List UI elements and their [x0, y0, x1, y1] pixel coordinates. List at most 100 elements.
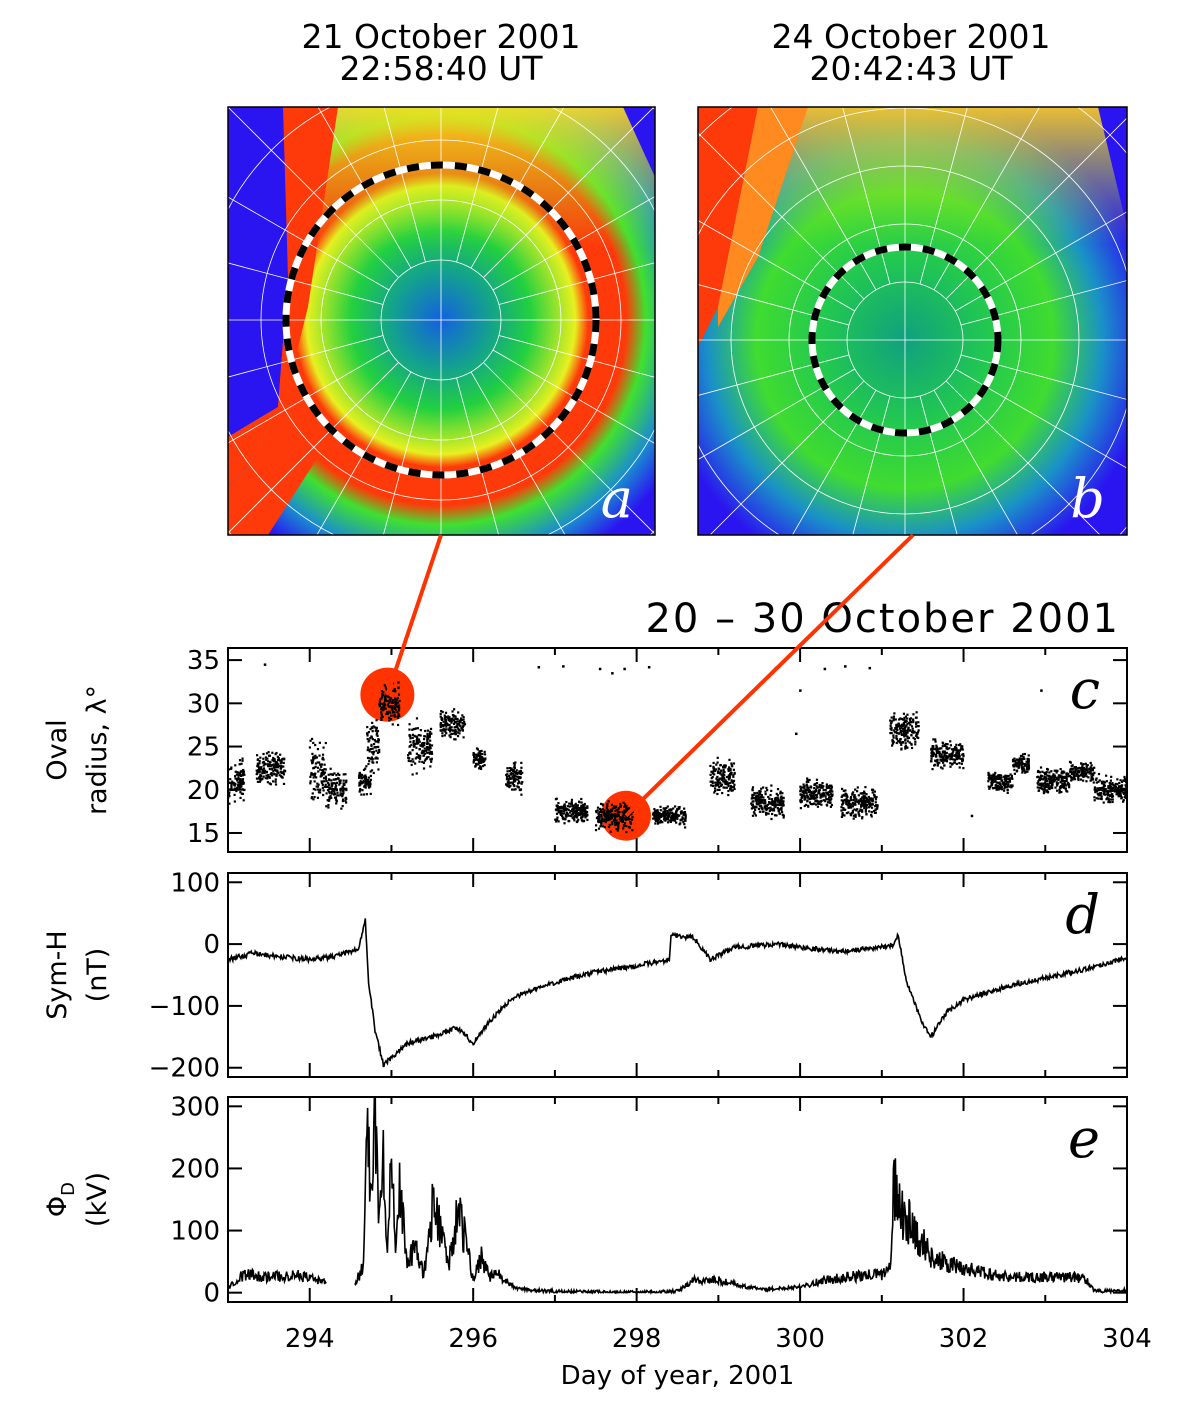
data-point	[1050, 783, 1053, 786]
data-point	[903, 730, 906, 733]
data-point	[309, 780, 312, 783]
data-point	[945, 747, 948, 750]
data-point	[323, 763, 326, 766]
data-point	[653, 808, 656, 811]
data-point	[870, 813, 873, 817]
data-point	[776, 807, 779, 810]
data-point	[803, 785, 806, 789]
data-point	[857, 811, 860, 814]
data-point	[1058, 788, 1061, 791]
data-point	[723, 778, 726, 781]
data-point	[562, 665, 565, 668]
data-point	[912, 736, 915, 739]
data-point	[555, 804, 558, 807]
data-point	[389, 711, 392, 714]
data-point	[816, 796, 819, 799]
data-point	[233, 788, 236, 791]
data-point	[1084, 762, 1087, 765]
data-point	[851, 809, 855, 812]
data-point	[911, 727, 914, 730]
data-point	[844, 665, 847, 668]
data-point	[397, 686, 400, 690]
data-point	[585, 811, 588, 815]
data-point	[1102, 786, 1105, 789]
data-point	[854, 815, 857, 818]
data-point	[418, 740, 421, 743]
data-point	[396, 716, 400, 719]
data-point	[757, 799, 760, 802]
data-point	[806, 799, 809, 802]
data-point	[234, 775, 237, 778]
data-point	[239, 796, 242, 800]
image-b-date: 24 October 2001	[771, 17, 1050, 56]
data-point	[934, 753, 938, 756]
data-point	[359, 783, 362, 786]
data-point	[605, 817, 609, 820]
data-point	[274, 783, 278, 786]
data-point	[903, 739, 907, 742]
series-line	[354, 1097, 1127, 1296]
data-point	[556, 818, 559, 821]
data-point	[871, 798, 874, 801]
data-point	[257, 771, 260, 774]
data-point	[717, 784, 720, 787]
data-point	[445, 732, 448, 735]
data-point	[853, 794, 856, 797]
data-point	[273, 759, 276, 762]
data-point	[616, 811, 620, 814]
data-point	[344, 796, 347, 799]
data-point	[445, 718, 448, 722]
data-point	[380, 711, 383, 714]
data-point	[334, 786, 337, 789]
data-point	[381, 703, 384, 706]
data-point	[846, 803, 849, 806]
data-point	[843, 814, 846, 817]
data-point	[426, 734, 429, 737]
data-point	[713, 773, 716, 776]
data-point	[617, 808, 620, 811]
data-point	[317, 783, 320, 786]
data-point	[890, 721, 893, 724]
data-point	[322, 746, 325, 749]
data-point	[459, 719, 462, 722]
data-point	[1070, 765, 1073, 768]
data-point	[594, 824, 598, 827]
data-point	[1048, 771, 1051, 774]
data-point	[938, 753, 941, 756]
data-point	[872, 809, 876, 813]
data-point	[236, 779, 239, 782]
data-point	[1003, 785, 1007, 788]
data-point	[759, 804, 762, 807]
data-point	[999, 784, 1002, 787]
data-point	[817, 800, 820, 803]
data-point	[826, 786, 829, 790]
data-point	[814, 797, 817, 800]
data-point	[994, 784, 998, 787]
data-point	[375, 728, 378, 731]
grid-spoke	[456, 377, 500, 535]
data-point	[453, 731, 457, 735]
data-point	[236, 784, 240, 787]
data-point	[412, 739, 415, 743]
data-point	[942, 761, 945, 764]
data-point	[709, 780, 712, 783]
y-axis-unit: (kV)	[82, 1172, 113, 1227]
data-point	[931, 745, 934, 748]
data-point	[414, 762, 417, 765]
data-point	[430, 760, 433, 763]
data-point	[322, 789, 325, 792]
data-point	[282, 773, 286, 776]
data-point	[451, 713, 455, 717]
data-point	[828, 799, 832, 802]
data-point	[850, 806, 853, 809]
data-point	[242, 788, 245, 792]
data-point	[899, 738, 902, 741]
data-point	[266, 760, 270, 763]
data-point	[1086, 770, 1090, 773]
data-point	[943, 753, 946, 756]
data-point	[1098, 779, 1101, 782]
data-point	[955, 755, 958, 759]
data-point	[662, 812, 665, 815]
data-point	[1080, 762, 1083, 765]
data-point	[367, 784, 370, 788]
